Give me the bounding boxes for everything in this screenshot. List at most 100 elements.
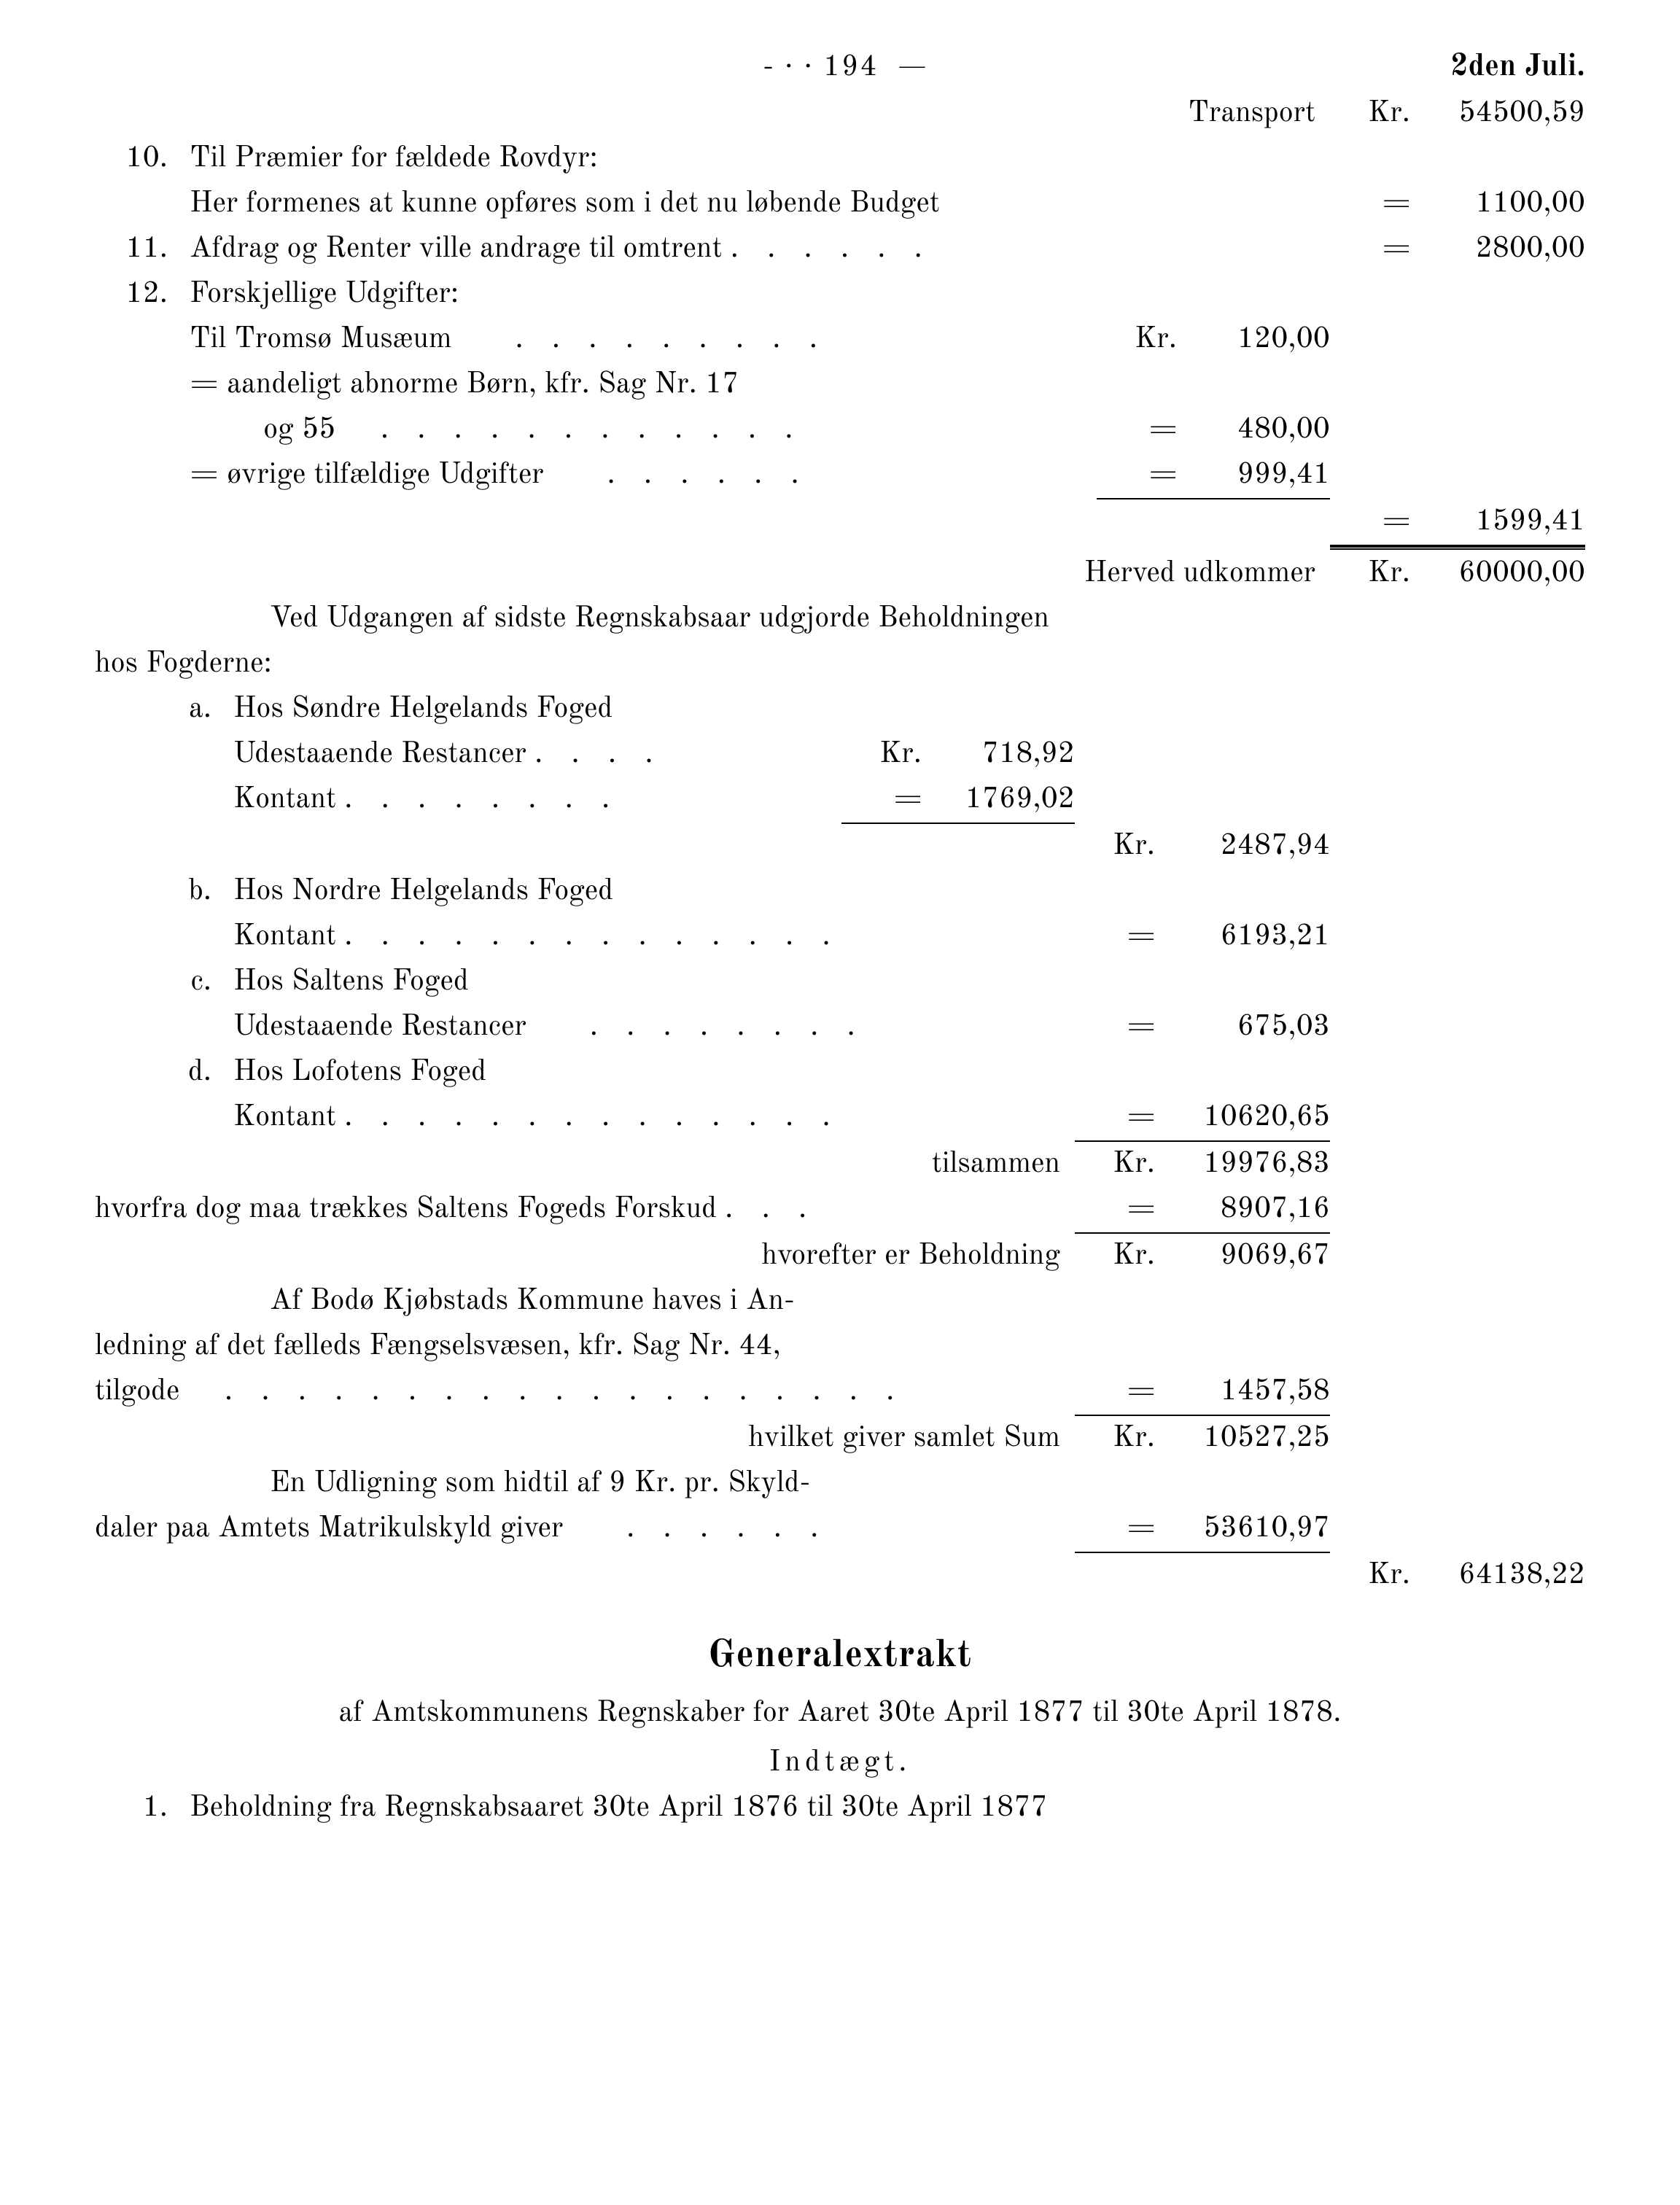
subtotal-amount: 1599,41 <box>1418 499 1585 546</box>
foged-title: Hos Lofotens Foged <box>233 1050 1585 1095</box>
page-number: - · · 194 — <box>241 45 1450 90</box>
total-currency: Kr. <box>1330 546 1418 596</box>
general-item-text: Beholdning fra Regnskabsaaret 30te April… <box>190 1786 1585 1831</box>
item-mark: = <box>1330 182 1418 227</box>
general-title: Generalextrakt <box>95 1628 1585 1687</box>
page-date: 2den Juli. <box>1450 44 1585 91</box>
sum-currency: Kr. <box>1075 824 1162 869</box>
forskud-amount: 8907,16 <box>1162 1187 1330 1234</box>
page-number-value: 194 <box>823 53 879 82</box>
item-11: 11. Afdrag og Renter ville andrage til o… <box>95 227 1585 272</box>
udligning-line-1: En Udligning som hidtil af 9 Kr. pr. Sky… <box>95 1461 1585 1506</box>
samlet-row: hvilket giver samlet Sum Kr. 10527,25 <box>95 1416 1585 1461</box>
transport-row: Transport Kr. 54500,59 <box>95 91 1585 136</box>
page-header: - · · 194 — 2den Juli. <box>95 44 1585 91</box>
total-row: Herved udkommer Kr. 60000,00 <box>95 546 1585 596</box>
item-text: Afdrag og Renter ville andrage til omtre… <box>190 227 1330 272</box>
row-currency: = <box>1097 408 1184 453</box>
tilsammen-amount: 19976,83 <box>1162 1142 1330 1187</box>
foged-letter: a. <box>95 687 233 732</box>
beholdning-label: hvorefter er Beholdning <box>95 1234 1075 1279</box>
transport-label: Transport <box>1188 91 1330 136</box>
line-currency: Kr. <box>841 732 929 777</box>
item-no: 11. <box>95 227 190 272</box>
line-currency: = <box>1075 914 1162 960</box>
foged-b-line-0: Kontant . . . . . . . . . . . . . . = 61… <box>95 914 1585 960</box>
grand-total-row: Kr. 64138,22 <box>95 1553 1585 1598</box>
beholdning-amount: 9069,67 <box>1162 1234 1330 1279</box>
line-amount: 675,03 <box>1162 1005 1330 1050</box>
line-amount: 718,92 <box>929 732 1075 777</box>
line-label: Kontant <box>233 1103 336 1132</box>
bodo-line-2: ledning af det fælleds Fængselsvæsen, kf… <box>95 1324 1585 1369</box>
subtotal-mark: = <box>1330 499 1418 546</box>
tilgode-row: tilgode . . . . . . . . . . . . . . . . … <box>95 1369 1585 1416</box>
grand-currency: Kr. <box>1330 1553 1418 1598</box>
foged-title: Hos Saltens Foged <box>233 960 1585 1005</box>
transport-currency: Kr. <box>1330 91 1418 136</box>
foged-letter: c. <box>95 960 233 1005</box>
item-12-row-1a: = aandeligt abnorme Børn, kfr. Sag Nr. 1… <box>95 362 1585 408</box>
tilsammen-label: tilsammen <box>95 1142 1075 1187</box>
foged-d-title: d. Hos Lofotens Foged <box>95 1050 1585 1095</box>
samlet-label: hvilket giver samlet Sum <box>95 1416 1075 1461</box>
foged-a-line-0: Udestaaende Restancer . . . . Kr. 718,92 <box>95 732 1585 777</box>
tilgode-amount: 1457,58 <box>1162 1369 1330 1416</box>
row-currency: = <box>1097 453 1184 499</box>
fogder-intro-2: hos Fogderne: <box>95 642 1585 687</box>
row-amount: 480,00 <box>1184 408 1330 453</box>
item-12-row-1b: og 55 . . . . . . . . . . . . = 480,00 <box>95 408 1585 453</box>
item-12-row-2: = øvrige tilfældige Udgifter . . . . . .… <box>95 453 1585 499</box>
item-amount: 1100,00 <box>1418 182 1585 227</box>
forskud-label: hvorfra dog maa trækkes Saltens Fogeds F… <box>95 1195 717 1224</box>
samlet-amount: 10527,25 <box>1162 1416 1330 1461</box>
line-amount: 10620,65 <box>1162 1095 1330 1142</box>
item-10-line1: 10. Til Præmier for fældede Rovdyr: <box>95 136 1585 182</box>
row-label: og 55 <box>263 416 335 445</box>
foged-title: Hos Nordre Helgelands Foged <box>233 869 1585 914</box>
foged-c-line-0: Udestaaende Restancer . . . . . . . . = … <box>95 1005 1585 1050</box>
line-amount: 6193,21 <box>1162 914 1330 960</box>
row-amount: 999,41 <box>1184 453 1330 499</box>
line-label: Udestaaende Restancer <box>233 740 526 769</box>
line-label: Kontant <box>233 922 336 952</box>
item-text: Til Præmier for fældede Rovdyr: <box>190 136 1330 182</box>
foged-c-title: c. Hos Saltens Foged <box>95 960 1585 1005</box>
row-currency: Kr. <box>1097 317 1184 362</box>
transport-amount: 54500,59 <box>1418 91 1585 136</box>
udligning-amount: 53610,97 <box>1162 1506 1330 1553</box>
grand-amount: 64138,22 <box>1418 1553 1585 1598</box>
foged-d-line-0: Kontant . . . . . . . . . . . . . . = 10… <box>95 1095 1585 1142</box>
item-no: 10. <box>95 136 190 182</box>
tilsammen-currency: Kr. <box>1075 1142 1162 1187</box>
line-label: Udestaaende Restancer <box>233 1013 526 1042</box>
item-text: Forskjellige Udgifter: <box>190 272 1330 317</box>
foged-title: Hos Søndre Helgelands Foged <box>233 687 1585 732</box>
udligning-currency: = <box>1075 1506 1162 1553</box>
total-amount: 60000,00 <box>1418 546 1585 596</box>
general-item-1: 1. Beholdning fra Regnskabsaaret 30te Ap… <box>95 1786 1585 1831</box>
udligning-line-2: daler paa Amtets Matrikulskyld giver . .… <box>95 1506 1585 1553</box>
item-12-row-0: Til Tromsø Musæum . . . . . . . . . Kr. … <box>95 317 1585 362</box>
item-no: 12. <box>95 272 190 317</box>
row-label: Til Tromsø Musæum <box>190 325 452 354</box>
tilgode-label: tilgode <box>95 1377 179 1407</box>
line-currency: = <box>841 777 929 824</box>
beholdning-currency: Kr. <box>1075 1234 1162 1279</box>
sum-amount: 2487,94 <box>1162 824 1330 869</box>
row-label: øvrige tilfældige Udgifter <box>227 461 543 490</box>
total-label: Herved udkommer <box>190 551 1330 596</box>
udligning-label: daler paa Amtets Matrikulskyld giver <box>95 1514 563 1544</box>
fogder-intro-1: Ved Udgangen af sidste Regnskabsaar udgj… <box>95 596 1585 642</box>
item-10-line2: Her formenes at kunne opføres som i det … <box>95 182 1585 227</box>
foged-a-sum: Kr. 2487,94 <box>95 824 1585 869</box>
beholdning-row: hvorefter er Beholdning Kr. 9069,67 <box>95 1234 1585 1279</box>
item-text: Her formenes at kunne opføres som i det … <box>190 182 1330 227</box>
tilgode-currency: = <box>1075 1369 1162 1416</box>
line-currency: = <box>1075 1095 1162 1142</box>
forskud-currency: = <box>1075 1187 1162 1234</box>
line-label: Kontant <box>233 785 336 814</box>
item-12-subtotal: = 1599,41 <box>95 499 1585 546</box>
item-mark: = <box>1330 227 1418 272</box>
tilsammen-row: tilsammen Kr. 19976,83 <box>95 1142 1585 1187</box>
